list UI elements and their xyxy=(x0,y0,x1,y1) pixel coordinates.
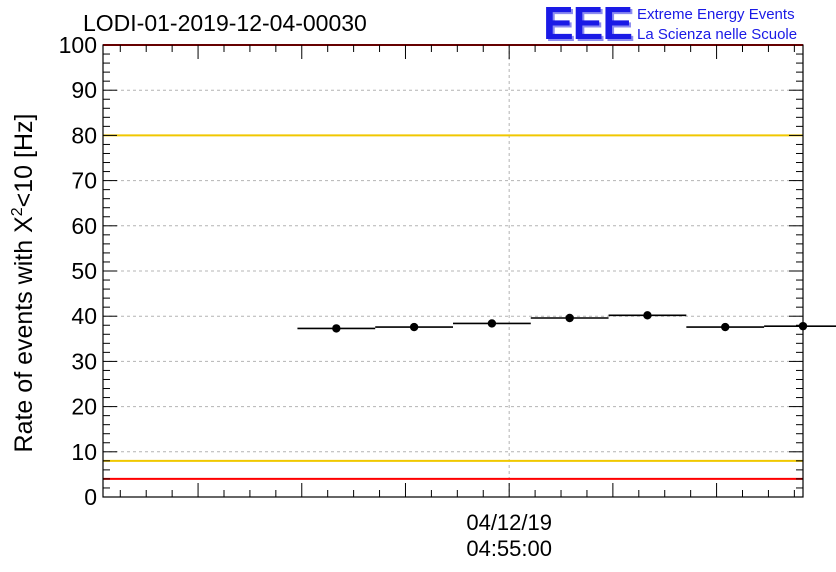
y-tick-label: 40 xyxy=(71,303,97,329)
x-tick-label-date: 04/12/19 xyxy=(466,510,552,535)
chart-title: LODI-01-2019-12-04-00030 xyxy=(83,10,367,36)
eee-logo: EEE Extreme Energy Events La Scienza nel… xyxy=(543,0,833,49)
data-point xyxy=(721,322,730,332)
data-point xyxy=(487,319,497,328)
y-tick-label: 30 xyxy=(71,348,97,374)
data-point xyxy=(409,322,419,332)
y-tick-label: 90 xyxy=(71,77,97,103)
data-point xyxy=(565,313,574,323)
y-tick-label: 0 xyxy=(84,484,97,510)
y-tick-label: 50 xyxy=(71,258,97,284)
logo-mark: EEE xyxy=(543,0,633,49)
y-tick-label: 10 xyxy=(71,439,97,465)
data-point xyxy=(643,311,652,320)
y-tick-label: 60 xyxy=(71,213,97,239)
logo-line-2: La Scienza nelle Scuole xyxy=(637,26,798,43)
y-tick-label: 20 xyxy=(71,394,97,420)
data-point xyxy=(798,321,808,331)
y-tick-label: 80 xyxy=(71,122,97,148)
logo-line-1: Extreme Energy Events xyxy=(637,6,795,23)
y-axis-label: Rate of events with X2<10 [Hz] xyxy=(9,114,38,453)
y-tick-label: 70 xyxy=(71,168,97,194)
data-point xyxy=(332,324,341,333)
y-tick-label: 100 xyxy=(59,32,97,58)
x-tick-label-time: 04:55:00 xyxy=(466,536,552,561)
